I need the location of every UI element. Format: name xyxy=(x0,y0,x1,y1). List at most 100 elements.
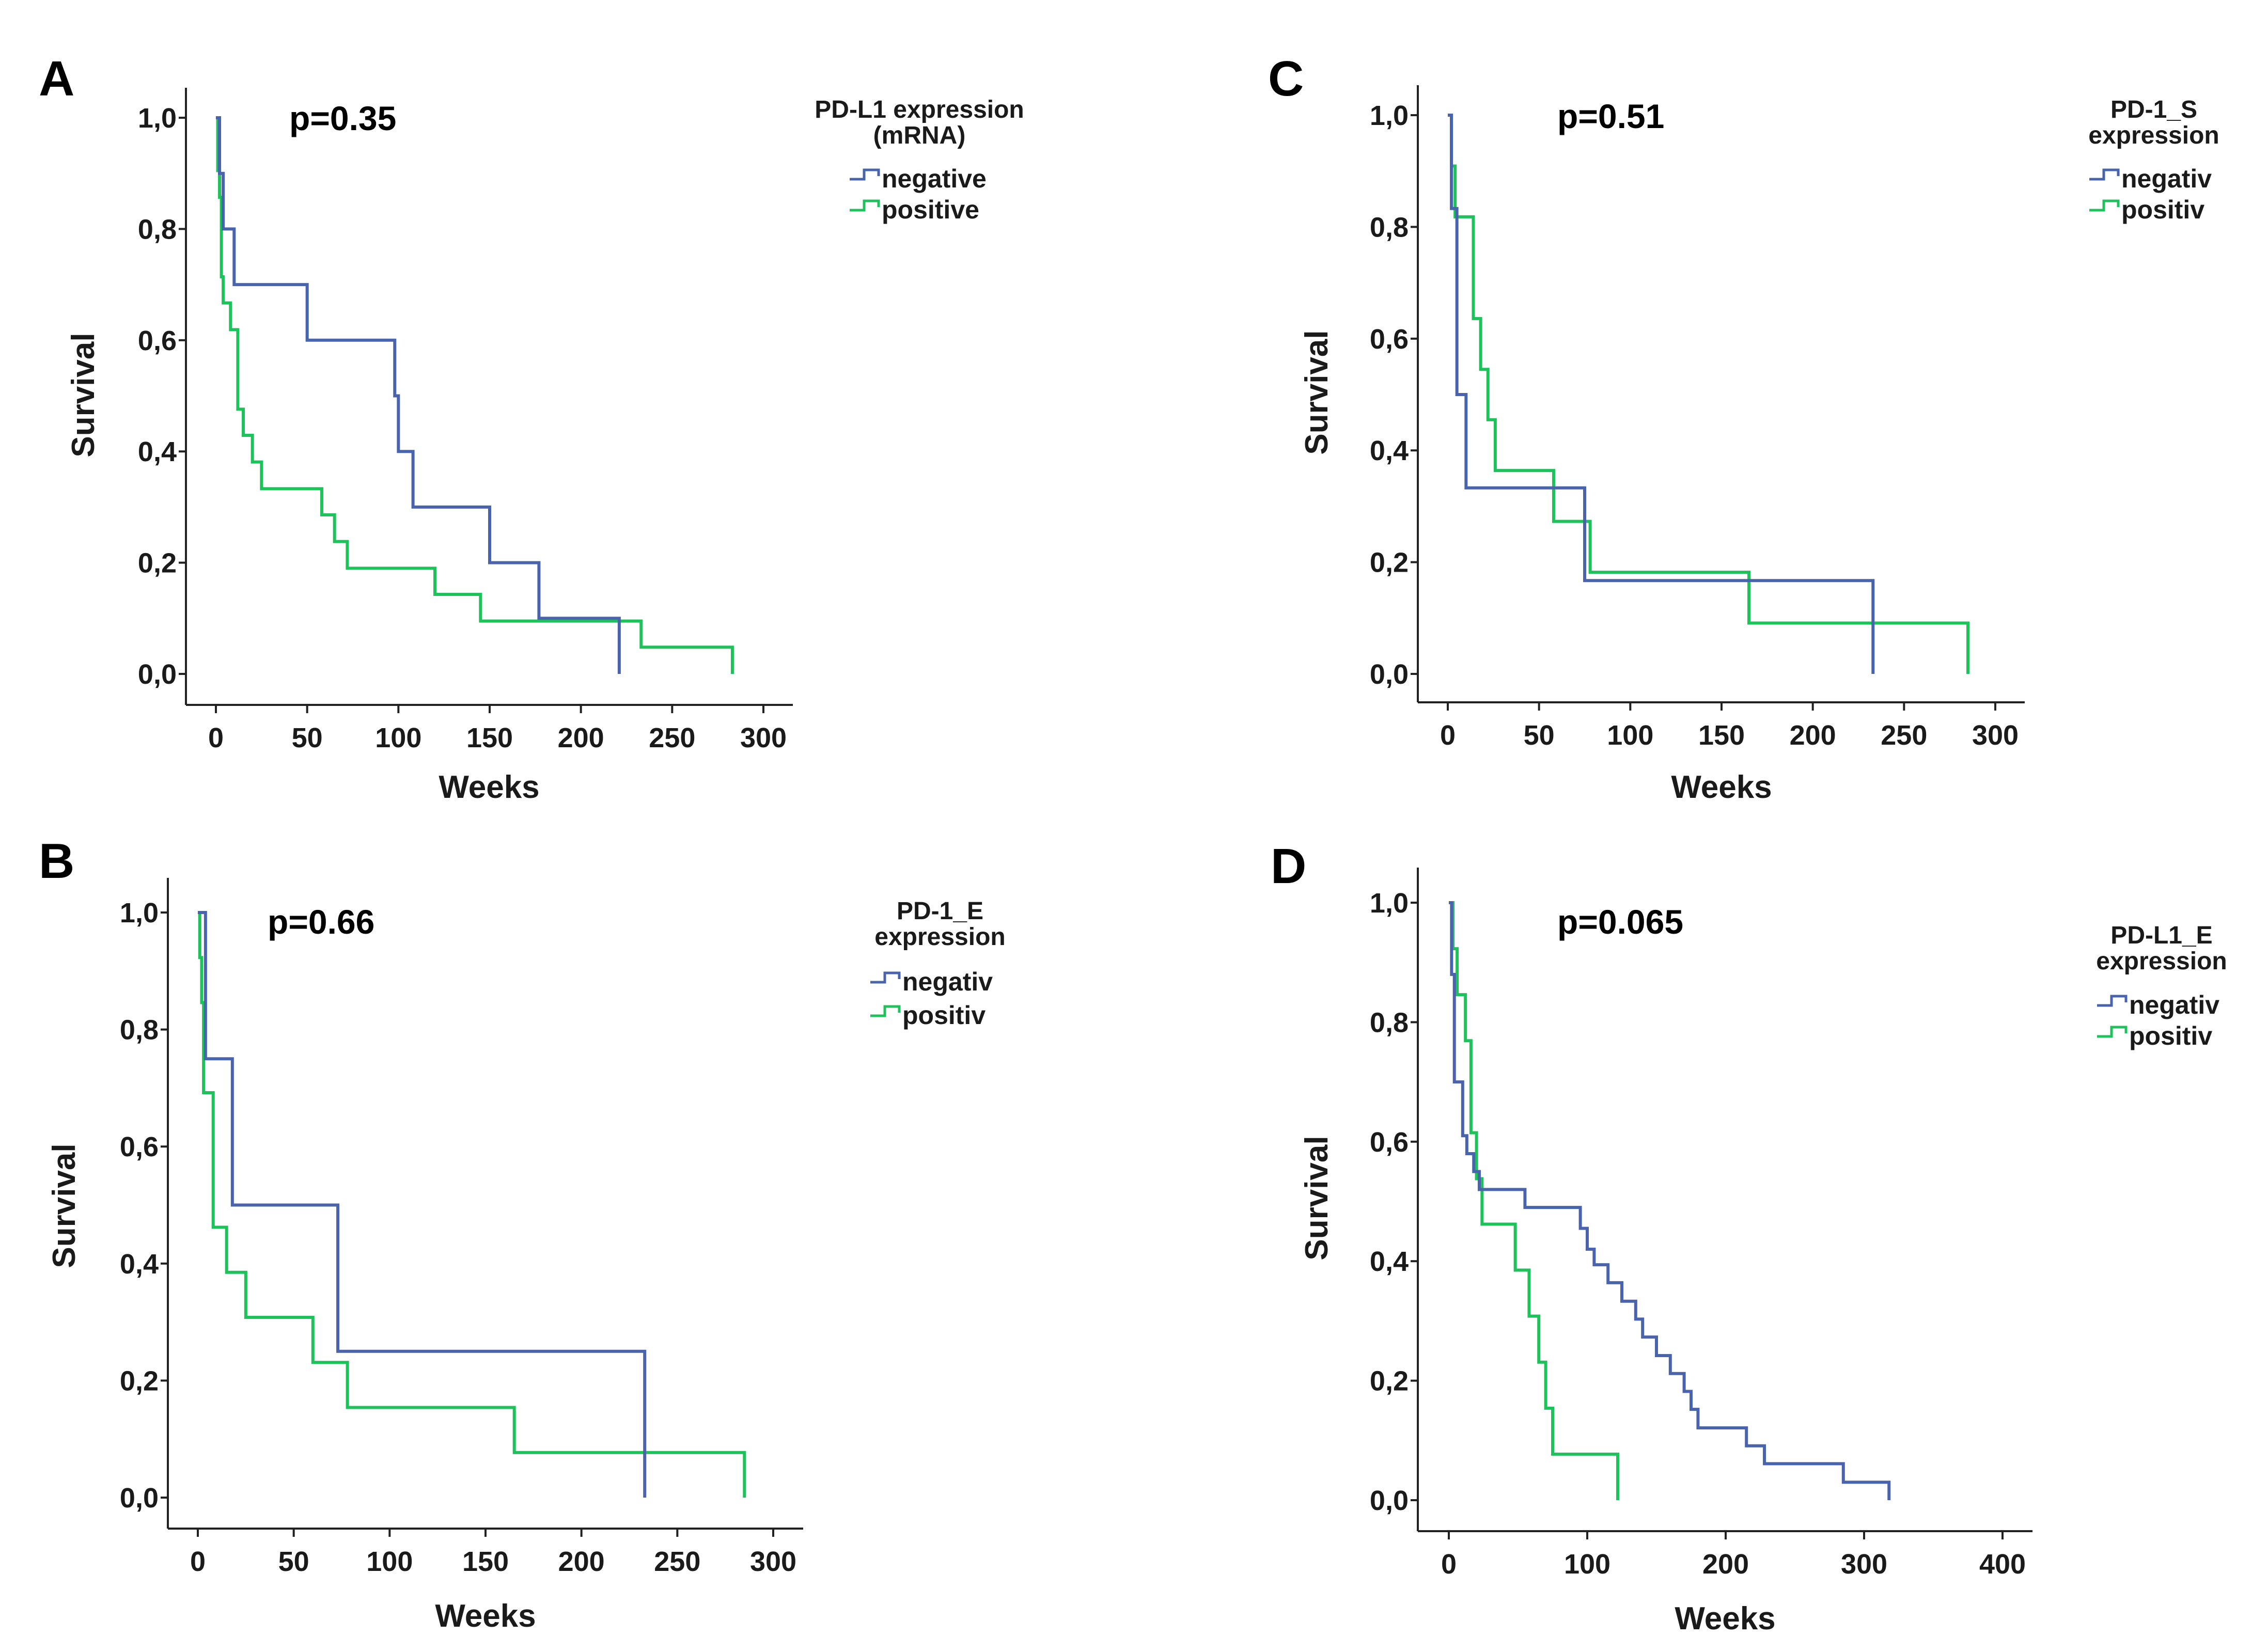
km-panel-a: Ap=0.35 0,0 0,2 0,4 0,6 0,8 1,0 0 50 100 150 200 250… xyxy=(39,51,1024,805)
x-axis-title: Weeks xyxy=(1675,1601,1775,1637)
x-tick-label: 250 xyxy=(649,722,695,753)
legend-swatch-positive xyxy=(870,1005,901,1017)
legend-swatch-positive xyxy=(2097,1026,2128,1038)
x-tick-label: 0 xyxy=(190,1546,206,1577)
x-tick-label: 0 xyxy=(1441,1549,1457,1580)
legend-label-positive: positiv xyxy=(2121,195,2204,224)
x-tick-label: 100 xyxy=(1607,720,1653,751)
y-tick-label: 0,6 xyxy=(1370,1127,1409,1158)
p-value-annotation: p=0.66 xyxy=(268,903,374,941)
p-value-annotation: p=0.065 xyxy=(1557,903,1683,941)
y-axis-title: Survival xyxy=(46,1143,82,1268)
x-tick-label: 50 xyxy=(278,1546,309,1577)
x-tick-label: 0 xyxy=(1440,720,1456,751)
y-tick-label: 1,0 xyxy=(138,103,177,134)
legend-swatch-negative xyxy=(2089,168,2120,181)
panel-letter: D xyxy=(1271,839,1306,894)
x-tick-label: 200 xyxy=(1702,1549,1749,1580)
legend-title-line: PD-1_E xyxy=(897,898,983,925)
x-tick-label: 400 xyxy=(1979,1549,2026,1580)
x-tick-label: 200 xyxy=(558,1546,605,1577)
panel-letter: C xyxy=(1268,51,1304,106)
legend-label-negative: negative xyxy=(882,164,987,193)
x-tick-label: 100 xyxy=(1564,1549,1610,1580)
legend-title-line: expression xyxy=(874,923,1005,951)
y-tick-label: 0,8 xyxy=(120,1015,159,1046)
legend-title-line: PD-L1_E xyxy=(2110,922,2212,949)
y-axis-title: Survival xyxy=(66,333,101,457)
legend-title-line: (mRNA) xyxy=(873,122,966,149)
x-tick-label: 300 xyxy=(750,1546,796,1577)
survival-curve-positive xyxy=(198,911,746,1498)
y-tick-label: 0,2 xyxy=(120,1365,159,1396)
legend-label-positive: positiv xyxy=(902,1001,986,1030)
x-tick-label: 300 xyxy=(1841,1549,1887,1580)
x-tick-label: 200 xyxy=(1790,720,1836,751)
x-tick-label: 50 xyxy=(292,722,323,753)
y-tick-label: 1,0 xyxy=(1370,100,1409,131)
x-axis-title: Weeks xyxy=(1671,769,1772,805)
y-tick-label: 0,2 xyxy=(1370,547,1409,578)
legend-label-negative: negativ xyxy=(2121,164,2212,193)
legend-label-negative: negativ xyxy=(902,967,993,996)
y-tick-label: 0,4 xyxy=(120,1249,159,1280)
legend-swatch-negative xyxy=(2097,995,2128,1007)
y-tick-label: 1,0 xyxy=(120,898,159,929)
p-value-annotation: p=0.35 xyxy=(289,99,396,137)
km-panel-c: Cp=0.51 0,0 0,2 0,4 0,6 0,8 1,0 0 50 100 150 200 250… xyxy=(1268,51,2219,805)
x-tick-label: 300 xyxy=(740,722,787,753)
survival-curve-positive xyxy=(1449,901,1619,1500)
y-tick-label: 0,0 xyxy=(1370,659,1409,690)
legend-title-line: expression xyxy=(2088,122,2219,149)
km-panel-b: Bp=0.66 0,0 0,2 0,4 0,6 0,8 1,0 0 50 100 150 200 250… xyxy=(39,833,1006,1634)
x-tick-label: 250 xyxy=(1881,720,1927,751)
y-axis-title: Survival xyxy=(1299,330,1335,454)
y-tick-label: 0,4 xyxy=(1370,435,1409,466)
panel-letter: A xyxy=(39,51,74,106)
y-tick-label: 0,0 xyxy=(138,659,177,690)
panel-letter: B xyxy=(39,833,74,889)
y-tick-label: 0,0 xyxy=(120,1483,159,1514)
y-tick-label: 0,2 xyxy=(138,548,177,579)
survival-curve-positive xyxy=(1448,114,1969,674)
survival-curve-positive xyxy=(216,116,734,674)
legend-swatch-positive xyxy=(850,199,880,212)
y-tick-label: 0,8 xyxy=(1370,1007,1409,1038)
y-tick-label: 0,2 xyxy=(1370,1366,1409,1397)
y-tick-label: 0,6 xyxy=(120,1131,159,1162)
x-tick-label: 100 xyxy=(366,1546,413,1577)
survival-curve-negative xyxy=(1449,901,1891,1500)
y-axis-title: Survival xyxy=(1299,1136,1335,1260)
legend-label-positive: positive xyxy=(882,195,979,224)
x-tick-label: 0 xyxy=(208,722,224,753)
survival-curve-negative xyxy=(1448,114,1875,674)
y-tick-label: 0,4 xyxy=(138,436,177,467)
x-axis-title: Weeks xyxy=(439,769,539,805)
x-tick-label: 250 xyxy=(654,1546,700,1577)
y-tick-label: 0,4 xyxy=(1370,1246,1409,1277)
legend-title-line: PD-L1 expression xyxy=(815,96,1024,123)
km-panel-d: Dp=0.065 0,0 0,2 0,4 0,6 0,8 1,0 0 100 200 300 400 W… xyxy=(1271,839,2227,1637)
x-axis-title: Weeks xyxy=(435,1598,536,1634)
y-tick-label: 0,8 xyxy=(138,214,177,245)
legend-label-negative: negativ xyxy=(2129,990,2219,1019)
p-value-annotation: p=0.51 xyxy=(1557,97,1664,135)
legend-title-line: PD-1_S xyxy=(2110,96,2197,123)
legend-label-positive: positiv xyxy=(2129,1021,2212,1050)
x-tick-label: 150 xyxy=(1698,720,1745,751)
x-tick-label: 300 xyxy=(1972,720,2019,751)
survival-curve-negative xyxy=(198,911,647,1498)
legend-title-line: expression xyxy=(2096,948,2227,975)
x-tick-label: 50 xyxy=(1524,720,1555,751)
y-tick-label: 0,0 xyxy=(1370,1485,1409,1516)
y-tick-label: 0,6 xyxy=(138,325,177,356)
y-tick-label: 0,6 xyxy=(1370,324,1409,355)
x-tick-label: 200 xyxy=(558,722,604,753)
survival-curve-negative xyxy=(216,116,621,674)
